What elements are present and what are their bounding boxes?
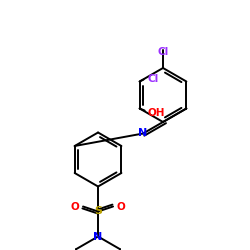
Text: Cl: Cl <box>158 47 168 57</box>
Text: N: N <box>94 232 103 241</box>
Text: O: O <box>117 202 126 211</box>
Text: N: N <box>138 128 148 138</box>
Text: S: S <box>94 206 102 216</box>
Text: O: O <box>71 202 80 211</box>
Text: OH: OH <box>148 108 165 118</box>
Text: Cl: Cl <box>148 74 159 84</box>
